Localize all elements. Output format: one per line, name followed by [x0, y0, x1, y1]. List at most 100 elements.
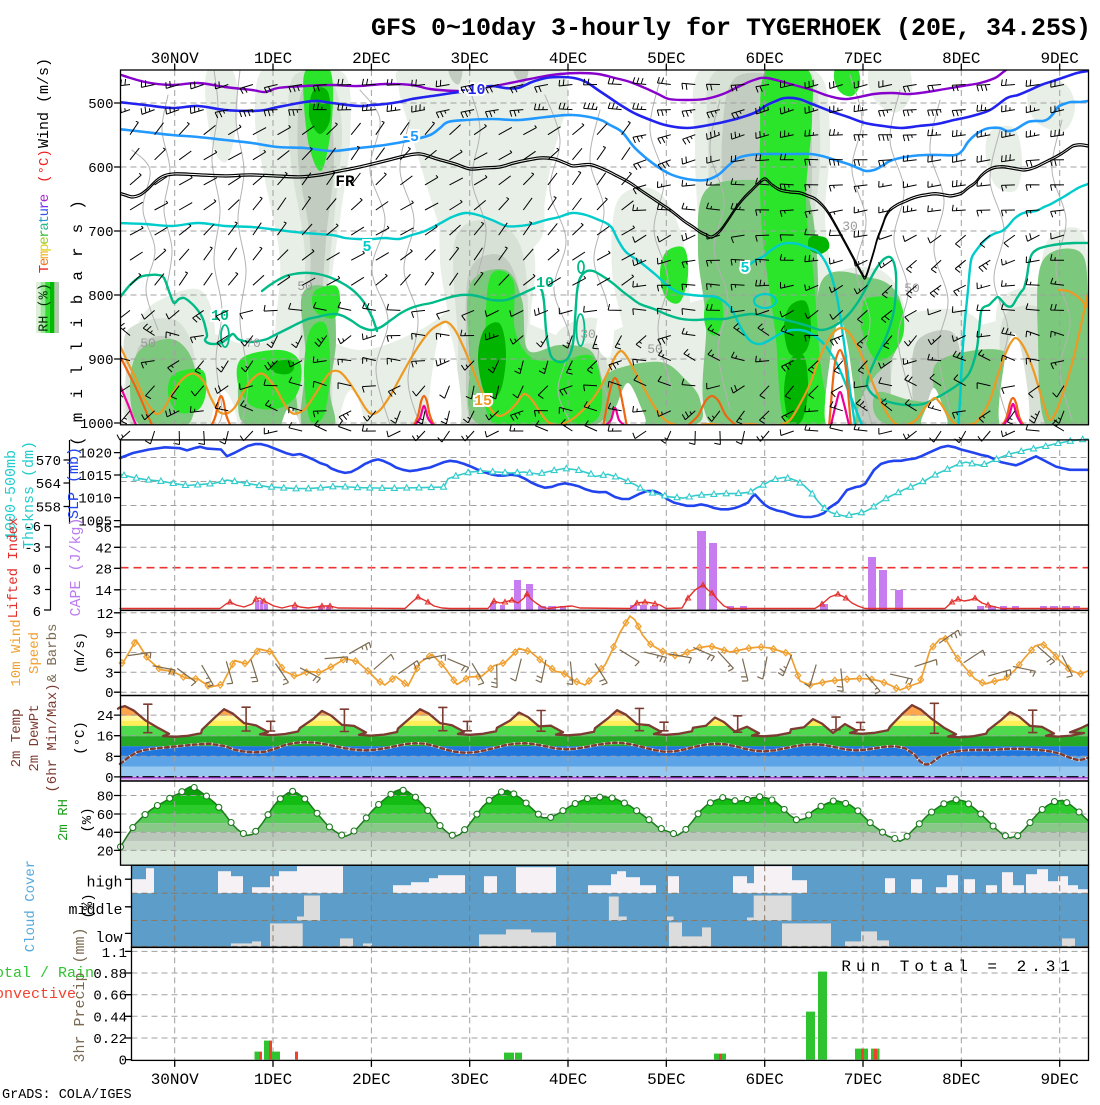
svg-text:2DEC: 2DEC	[352, 50, 390, 68]
svg-text:20: 20	[97, 844, 114, 860]
svg-text:42: 42	[95, 541, 112, 557]
svg-text:558: 558	[36, 501, 61, 517]
svg-text:9DEC: 9DEC	[1040, 50, 1078, 68]
svg-text:Total / Rain: Total / Rain	[0, 965, 94, 982]
svg-text:t: t	[37, 215, 53, 223]
svg-text:1.1: 1.1	[102, 946, 127, 962]
svg-text:6DEC: 6DEC	[745, 50, 783, 68]
svg-text:70: 70	[245, 336, 261, 351]
svg-text:5DEC: 5DEC	[647, 1071, 685, 1089]
svg-text:50: 50	[297, 279, 313, 294]
svg-text:1DEC: 1DEC	[254, 50, 292, 68]
svg-text:30: 30	[580, 327, 596, 342]
svg-text:FR: FR	[335, 173, 355, 191]
svg-text:e: e	[37, 194, 53, 202]
svg-text:2m DewPt: 2m DewPt	[27, 704, 43, 771]
svg-text:40: 40	[97, 826, 114, 842]
svg-text:0: 0	[105, 771, 113, 787]
svg-text:9: 9	[105, 627, 113, 643]
svg-text:Lifted Index: Lifted Index	[6, 518, 22, 619]
svg-text:a: a	[37, 222, 53, 230]
svg-text:56: 56	[95, 521, 112, 537]
svg-text:0.22: 0.22	[93, 1032, 127, 1048]
svg-text:5: 5	[740, 260, 749, 277]
svg-text:900: 900	[88, 353, 113, 369]
svg-text:2m Temp: 2m Temp	[9, 709, 25, 768]
svg-text:& Barbs: & Barbs	[45, 624, 61, 683]
svg-text:28: 28	[95, 562, 112, 578]
svg-text:(°C): (°C)	[37, 149, 53, 183]
svg-text:4DEC: 4DEC	[549, 50, 587, 68]
svg-text:T: T	[37, 265, 53, 273]
svg-text:30NOV: 30NOV	[151, 1071, 199, 1089]
svg-text:1015: 1015	[78, 469, 112, 485]
svg-text:10: 10	[211, 308, 229, 325]
svg-text:e: e	[37, 236, 53, 244]
svg-text:8: 8	[105, 750, 113, 766]
svg-text:1020: 1020	[78, 447, 112, 463]
svg-text:-5: -5	[401, 129, 419, 146]
svg-text:middle: middle	[68, 902, 122, 919]
svg-text:1000-500mb: 1000-500mb	[3, 450, 20, 540]
svg-text:12: 12	[97, 607, 114, 623]
svg-text:0.66: 0.66	[93, 989, 127, 1005]
svg-text:14: 14	[95, 584, 112, 600]
svg-text:(%): (%)	[81, 893, 97, 918]
svg-text:15: 15	[474, 393, 492, 410]
svg-text:60: 60	[97, 808, 114, 824]
svg-text:7DEC: 7DEC	[844, 50, 882, 68]
svg-text:6DEC: 6DEC	[745, 1071, 783, 1089]
svg-text:0.88: 0.88	[93, 967, 127, 983]
svg-text:Run Total = 2.31: Run Total = 2.31	[841, 958, 1075, 976]
svg-text:3: 3	[105, 666, 113, 682]
svg-text:Convective: Convective	[0, 986, 76, 1003]
svg-text:low: low	[95, 930, 122, 947]
svg-text:u: u	[37, 208, 53, 216]
svg-text:80: 80	[97, 790, 114, 806]
svg-text:high: high	[86, 875, 122, 892]
svg-text:500: 500	[88, 97, 113, 113]
svg-text:3: 3	[33, 584, 41, 600]
svg-text:r: r	[37, 229, 53, 237]
svg-text:24: 24	[97, 709, 114, 725]
svg-text:30NOV: 30NOV	[151, 50, 199, 68]
svg-text:4DEC: 4DEC	[549, 1071, 587, 1089]
svg-text:9DEC: 9DEC	[1040, 1071, 1078, 1089]
svg-text:564: 564	[36, 477, 61, 493]
svg-text:1DEC: 1DEC	[254, 1071, 292, 1089]
svg-text:700: 700	[88, 225, 113, 241]
svg-text:3hr Precip (mm): 3hr Precip (mm)	[72, 927, 89, 1062]
svg-text:(6hr Min/Max): (6hr Min/Max)	[45, 683, 61, 792]
svg-text:(millibars): (millibars)	[69, 186, 87, 446]
svg-text:-6: -6	[24, 520, 41, 536]
svg-text:570: 570	[36, 454, 61, 470]
svg-text:2m RH: 2m RH	[56, 799, 72, 841]
svg-text:0.44: 0.44	[93, 1010, 127, 1026]
svg-text:600: 600	[88, 161, 113, 177]
svg-text:(%): (%)	[80, 807, 96, 832]
svg-text:p: p	[37, 243, 53, 251]
svg-text:GrADS: COLA/IGES: GrADS: COLA/IGES	[2, 1088, 132, 1100]
svg-text:1000: 1000	[80, 417, 114, 433]
svg-text:r: r	[37, 201, 53, 209]
svg-text:Speed: Speed	[27, 632, 43, 674]
svg-text:6: 6	[33, 605, 41, 621]
svg-text:0: 0	[119, 1054, 127, 1070]
svg-text:Wind (m/s): Wind (m/s)	[36, 58, 53, 148]
svg-text:GFS 0~10day 3-hourly for TYGER: GFS 0~10day 3-hourly for TYGERHOEK (20E,…	[371, 14, 1091, 43]
svg-text:3DEC: 3DEC	[450, 1071, 488, 1089]
svg-text:8DEC: 8DEC	[942, 1071, 980, 1089]
svg-text:m: m	[37, 251, 53, 259]
svg-text:(m/s): (m/s)	[73, 632, 89, 674]
svg-text:30: 30	[842, 219, 858, 234]
svg-text:7DEC: 7DEC	[844, 1071, 882, 1089]
svg-text:3DEC: 3DEC	[450, 50, 488, 68]
svg-text:Cloud Cover: Cloud Cover	[23, 860, 39, 952]
svg-text:-3: -3	[24, 541, 41, 557]
svg-text:(°C): (°C)	[73, 721, 89, 755]
svg-text:0: 0	[33, 563, 41, 579]
svg-text:SLP (mb): SLP (mb)	[66, 447, 83, 519]
svg-text:RH (%): RH (%)	[38, 283, 53, 332]
svg-text:1005: 1005	[78, 515, 112, 531]
svg-text:10m Wind: 10m Wind	[9, 619, 25, 686]
